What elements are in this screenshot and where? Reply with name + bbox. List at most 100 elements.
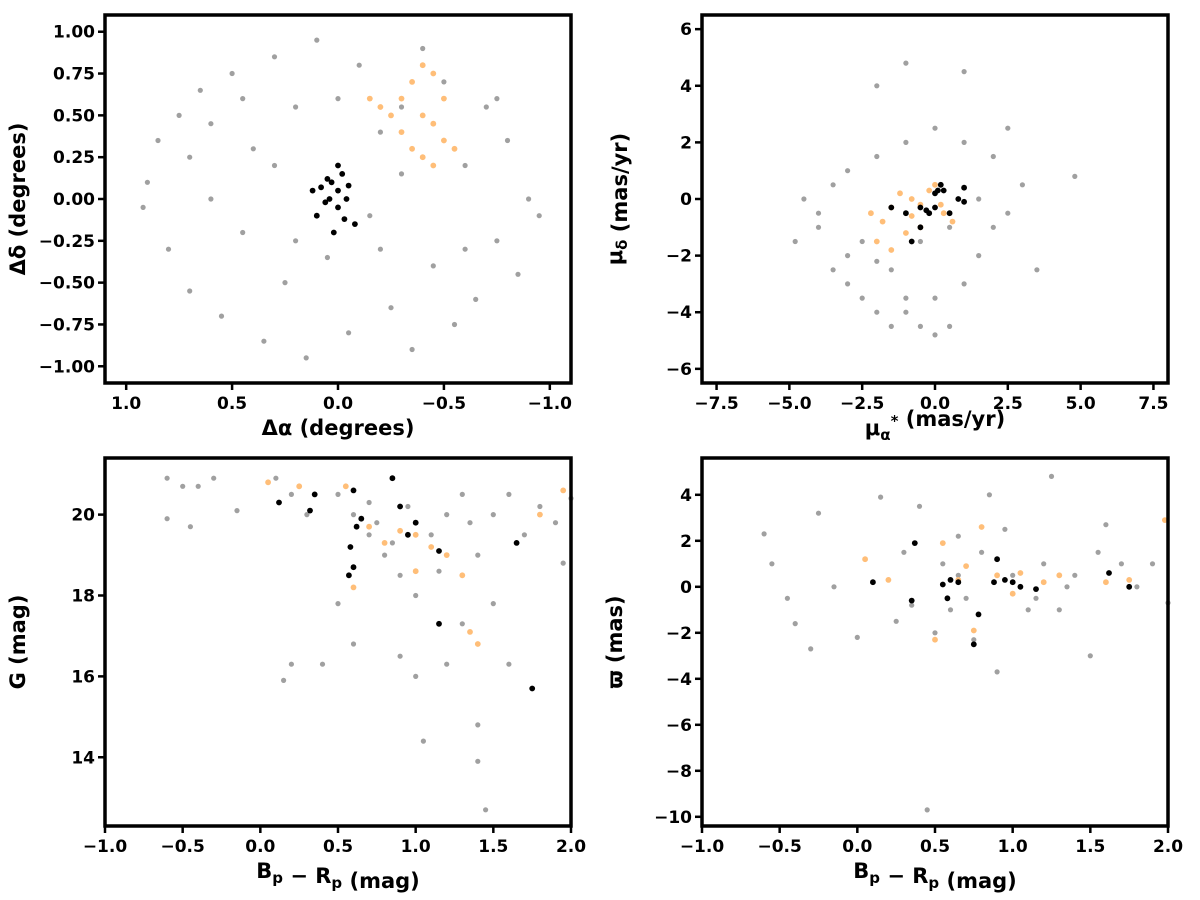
data-point <box>932 636 938 643</box>
data-point <box>560 487 567 494</box>
data-point <box>271 54 278 60</box>
data-point <box>140 204 146 210</box>
data-point <box>1009 590 1016 597</box>
axis-frame <box>103 456 573 828</box>
data-point <box>888 204 895 211</box>
data-point <box>961 198 967 205</box>
data-point <box>994 572 1000 579</box>
data-point <box>293 238 299 244</box>
data-point <box>874 83 880 89</box>
data-point <box>874 309 880 315</box>
y-tick-label: −6 <box>666 716 692 736</box>
data-point <box>356 62 362 68</box>
data-point <box>769 561 775 567</box>
y-tick-label: 14 <box>71 748 95 768</box>
y-tick-label: −1.00 <box>39 357 95 377</box>
data-point <box>961 184 967 191</box>
y-tick-label: 18 <box>71 586 95 606</box>
data-point <box>1005 210 1011 216</box>
data-point <box>475 758 481 764</box>
data-point <box>330 229 337 236</box>
data-point <box>1041 561 1047 567</box>
data-point <box>917 238 924 245</box>
data-point <box>441 95 447 102</box>
y-tick-label: 0 <box>680 190 692 210</box>
y-tick-label: 0.25 <box>53 148 95 168</box>
y-tick-label: −0.25 <box>39 232 95 252</box>
data-point <box>961 69 967 75</box>
data-point <box>389 475 396 482</box>
data-point <box>911 540 918 546</box>
data-point <box>1005 125 1011 131</box>
data-point <box>475 722 481 728</box>
data-point <box>208 121 214 127</box>
data-point <box>955 579 962 586</box>
y-tick-label: 16 <box>71 667 95 687</box>
data-points <box>792 60 1078 338</box>
data-point <box>991 579 997 586</box>
data-point <box>304 511 310 518</box>
data-point <box>345 182 352 189</box>
data-point <box>1106 570 1112 576</box>
data-point <box>381 540 388 546</box>
data-point <box>859 295 865 301</box>
x-tick-label: −0.5 <box>422 394 466 414</box>
data-point <box>830 267 836 273</box>
y-tick-label: 4 <box>680 486 692 506</box>
data-point <box>874 258 880 264</box>
x-tick-label: 1.5 <box>1075 837 1105 857</box>
data-point <box>467 520 473 526</box>
data-point <box>536 213 542 219</box>
data-point <box>947 607 954 613</box>
data-point <box>831 584 837 590</box>
data-point <box>273 475 279 481</box>
data-point <box>940 561 946 567</box>
data-point <box>870 579 876 586</box>
data-point <box>932 204 938 211</box>
data-point <box>888 247 895 253</box>
data-point <box>939 540 946 546</box>
data-point <box>309 187 316 194</box>
data-point <box>322 199 329 206</box>
data-point <box>483 104 489 110</box>
data-point <box>917 224 924 231</box>
data-point <box>367 213 373 219</box>
data-point <box>1025 607 1031 613</box>
data-point <box>335 204 341 211</box>
x-tick-label: −1.0 <box>83 837 128 857</box>
data-point <box>947 224 953 230</box>
data-point <box>494 238 500 244</box>
axis-frame <box>700 13 1170 385</box>
data-point <box>352 221 358 228</box>
data-point <box>397 527 403 534</box>
data-point <box>552 520 559 526</box>
data-point <box>845 168 851 174</box>
data-point <box>1118 561 1124 567</box>
data-point <box>343 196 350 202</box>
data-point <box>526 196 532 202</box>
data-point <box>908 597 915 604</box>
data-point <box>908 213 915 219</box>
data-point <box>994 669 1000 675</box>
data-point <box>792 621 798 627</box>
data-points <box>164 475 574 813</box>
data-point <box>341 216 348 223</box>
data-point <box>398 171 405 177</box>
data-point <box>815 210 822 216</box>
data-point <box>397 503 403 510</box>
data-point <box>419 62 426 69</box>
data-point <box>955 196 962 202</box>
data-point <box>924 807 930 813</box>
x-tick-label: −7.5 <box>694 394 738 414</box>
data-point <box>388 305 394 311</box>
data-point <box>462 162 468 169</box>
data-point <box>261 338 267 344</box>
data-point <box>419 112 426 119</box>
data-point <box>366 523 372 530</box>
data-point <box>164 516 170 522</box>
data-point <box>946 210 953 217</box>
data-point <box>506 491 512 497</box>
x-axis-label: μα* (mas/yr) <box>865 407 1005 444</box>
data-point <box>1103 522 1109 528</box>
data-point <box>324 176 331 182</box>
